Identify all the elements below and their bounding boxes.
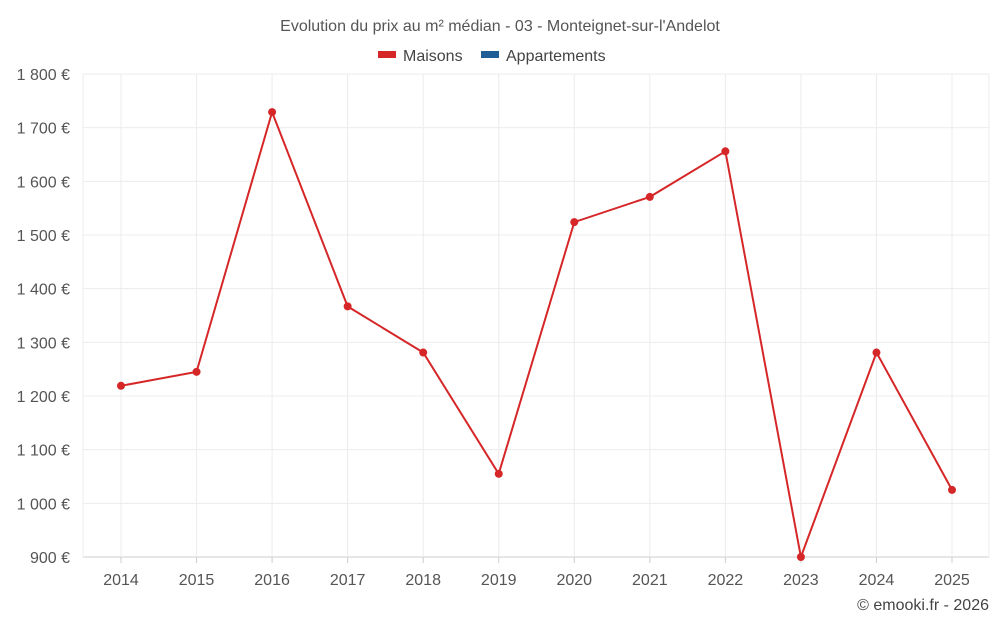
data-point-2015[interactable] — [192, 367, 201, 376]
x-axis: 2014 2015 2016 2017 2018 2019 2020 2021 2022 2023… — [103, 557, 970, 589]
data-point-2014[interactable] — [117, 381, 125, 390]
data-point-2023[interactable] — [796, 553, 805, 561]
data-point-2017[interactable] — [343, 302, 352, 311]
x-tick-label: 2014 — [103, 572, 139, 589]
data-point-2016[interactable] — [268, 108, 277, 117]
y-tick-label: 1 700 € — [17, 121, 70, 138]
y-tick-label: 1 000 € — [17, 496, 70, 513]
series-layer — [117, 108, 956, 561]
data-point-2019[interactable] — [494, 469, 503, 478]
x-tick-label: 2023 — [783, 572, 819, 589]
data-point-2022[interactable] — [721, 147, 730, 156]
x-tick-label: 2024 — [859, 572, 895, 589]
y-tick-label: 1 600 € — [17, 174, 70, 191]
legend: Maisons Appartements — [378, 48, 606, 65]
x-tick-label: 2018 — [405, 572, 441, 589]
x-tick-label: 2022 — [708, 572, 744, 589]
legend-swatch-appartements[interactable] — [481, 51, 499, 58]
data-point-2018[interactable] — [419, 348, 428, 357]
y-tick-label: 1 200 € — [17, 389, 70, 406]
x-tick-label: 2025 — [934, 572, 970, 589]
x-tick-label: 2019 — [481, 572, 517, 589]
data-point-2021[interactable] — [645, 192, 654, 201]
legend-label-appartements[interactable]: Appartements — [506, 48, 606, 65]
x-tick-label: 2015 — [179, 572, 215, 589]
y-tick-label: 900 € — [30, 550, 70, 567]
x-tick-label: 2016 — [254, 572, 290, 589]
legend-swatch-maisons[interactable] — [378, 51, 396, 58]
x-tick-label: 2017 — [330, 572, 366, 589]
chart-title: Evolution du prix au m² médian - 03 - Mo… — [280, 18, 720, 35]
legend-label-maisons[interactable]: Maisons — [403, 48, 463, 65]
series-line-maisons — [120, 108, 953, 561]
x-tick-label: 2021 — [632, 572, 668, 589]
y-tick-label: 1 300 € — [17, 335, 70, 352]
credit-text: © emooki.fr - 2026 — [857, 597, 989, 614]
data-point-2024[interactable] — [872, 348, 881, 357]
x-tick-label: 2020 — [556, 572, 592, 589]
y-tick-label: 1 800 € — [17, 67, 70, 84]
y-tick-label: 1 500 € — [17, 228, 70, 245]
y-tick-label: 1 400 € — [17, 282, 70, 299]
y-tick-label: 1 100 € — [17, 443, 70, 460]
y-axis: 900 € 1 000 € 1 100 € 1 200 € 1 300 € 1 400 €… — [17, 67, 70, 567]
data-point-2020[interactable] — [570, 218, 579, 227]
data-point-2025[interactable] — [948, 485, 956, 494]
grid — [82, 73, 990, 558]
